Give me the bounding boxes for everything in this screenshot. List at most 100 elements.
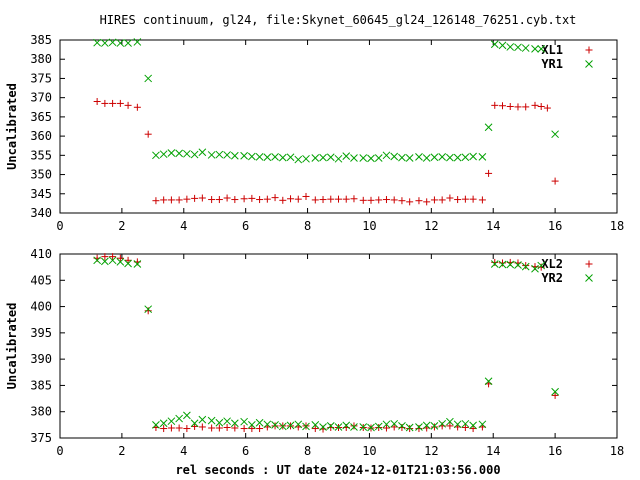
data-point [499, 259, 507, 267]
data-point [208, 424, 216, 432]
data-point [506, 103, 514, 111]
x-axis-label: rel seconds : UT date 2024-12-01T21:03:5… [175, 463, 500, 477]
data-point [191, 422, 199, 430]
data-point [390, 419, 399, 428]
data-point [183, 411, 191, 420]
data-point [469, 152, 477, 161]
legend-label-YR2: YR2 [541, 271, 563, 285]
data-point [551, 387, 559, 396]
y-tick-label: 375 [30, 71, 52, 85]
data-point [382, 424, 390, 432]
data-point [159, 419, 168, 428]
data-point [446, 417, 454, 426]
data-point [390, 152, 399, 161]
data-point [116, 99, 124, 107]
data-point [109, 253, 117, 261]
data-point [469, 425, 477, 433]
y-tick-label: 405 [30, 273, 52, 287]
data-point [240, 151, 248, 160]
data-point [382, 196, 390, 204]
x-tick-label: 14 [486, 219, 500, 233]
data-point [430, 196, 438, 204]
legend-marker-XL2 [585, 260, 593, 268]
data-point [223, 417, 231, 426]
data-point [207, 151, 216, 159]
data-point [215, 424, 223, 432]
data-point [167, 424, 175, 432]
data-point [248, 152, 256, 161]
data-point [551, 177, 559, 185]
data-point [398, 197, 406, 205]
x-tick-label: 4 [180, 219, 187, 233]
data-point [350, 423, 358, 431]
data-point [543, 104, 551, 112]
data-point [551, 130, 559, 139]
legend-marker-YR1 [585, 60, 593, 68]
data-point [159, 150, 168, 159]
legend-marker-YR2 [585, 274, 593, 282]
data-point [514, 43, 522, 52]
data-point [453, 420, 462, 429]
data-point [319, 196, 327, 204]
data-point [223, 194, 231, 202]
x-tick-label: 14 [486, 444, 500, 458]
data-point [133, 38, 142, 46]
data-point [335, 195, 342, 203]
data-point [167, 417, 176, 426]
y-tick-label: 385 [30, 33, 52, 47]
y-tick-label: 350 [30, 168, 52, 182]
data-point [190, 150, 199, 159]
data-point [537, 263, 545, 271]
data-point [108, 38, 117, 47]
y-tick-label: 410 [30, 247, 52, 261]
data-point [109, 99, 117, 107]
data-point [311, 154, 320, 162]
data-point [248, 425, 256, 433]
data-point [478, 196, 486, 204]
legend-marker-XL1 [585, 46, 593, 54]
data-point [326, 153, 335, 162]
data-point [144, 305, 153, 314]
data-point [415, 153, 423, 161]
data-point [398, 422, 406, 430]
data-point [144, 130, 152, 138]
data-point [469, 421, 477, 430]
chart-title: HIRES continuum, gl24, file:Skynet_60645… [100, 13, 577, 27]
data-point [207, 416, 216, 425]
x-tick-label: 6 [242, 444, 249, 458]
data-point [116, 39, 125, 47]
x-tick-label: 6 [242, 219, 249, 233]
x-tick-label: 4 [180, 444, 187, 458]
x-tick-label: 16 [548, 444, 562, 458]
data-point [231, 424, 239, 432]
data-point [278, 153, 287, 162]
data-point [319, 153, 327, 162]
y-tick-label: 360 [30, 129, 52, 143]
data-point [319, 423, 327, 431]
x-tick-label: 8 [304, 444, 311, 458]
data-point [350, 154, 358, 162]
data-point [286, 421, 295, 430]
data-point [478, 420, 487, 429]
data-point [175, 196, 183, 204]
data-point [382, 420, 391, 429]
x-tick-label: 16 [548, 219, 562, 233]
series-XL2 [93, 253, 559, 433]
data-point [240, 425, 248, 433]
data-point [537, 261, 546, 270]
x-tick-label: 0 [56, 219, 63, 233]
data-point [334, 154, 343, 163]
data-point [438, 419, 447, 428]
data-point [374, 422, 383, 431]
data-point [537, 103, 545, 111]
data-point [271, 422, 279, 430]
data-point [422, 421, 431, 430]
data-point [133, 103, 141, 111]
data-point [230, 419, 239, 428]
y-tick-label: 375 [30, 431, 52, 445]
x-tick-label: 2 [118, 219, 125, 233]
data-point [255, 418, 264, 427]
data-point [522, 103, 530, 111]
